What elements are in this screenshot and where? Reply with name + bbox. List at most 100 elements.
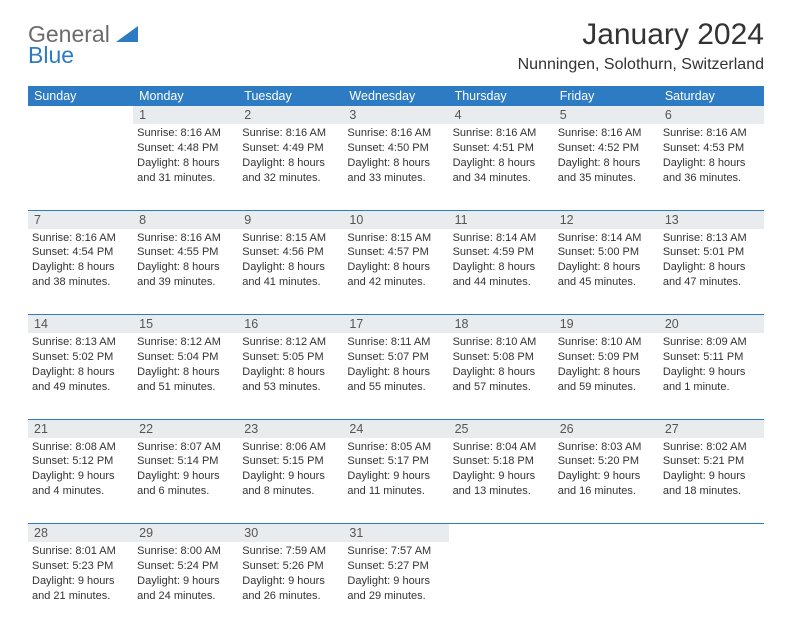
day-number: 10 xyxy=(343,211,448,229)
day-content: Sunrise: 8:08 AMSunset: 5:12 PMDaylight:… xyxy=(28,438,133,503)
day-cell: Sunrise: 8:14 AMSunset: 5:00 PMDaylight:… xyxy=(554,229,659,315)
daynum-row: 21222324252627 xyxy=(28,419,764,438)
day-content: Sunrise: 8:15 AMSunset: 4:57 PMDaylight:… xyxy=(343,229,448,294)
day-content: Sunrise: 8:06 AMSunset: 5:15 PMDaylight:… xyxy=(238,438,343,503)
day-content: Sunrise: 8:00 AMSunset: 5:24 PMDaylight:… xyxy=(133,542,238,607)
day-content: Sunrise: 8:16 AMSunset: 4:50 PMDaylight:… xyxy=(343,124,448,189)
day-content: Sunrise: 8:11 AMSunset: 5:07 PMDaylight:… xyxy=(343,333,448,398)
day-cell: Sunrise: 8:10 AMSunset: 5:08 PMDaylight:… xyxy=(449,333,554,419)
day-number: 28 xyxy=(28,524,133,542)
day-number: 4 xyxy=(449,106,554,124)
weekday-header: Monday xyxy=(133,86,238,106)
day-number: 7 xyxy=(28,211,133,229)
daynum-row: 78910111213 xyxy=(28,210,764,229)
logo-text: General Blue xyxy=(28,24,138,65)
day-number: 20 xyxy=(659,315,764,333)
day-number: 12 xyxy=(554,211,659,229)
day-cell: Sunrise: 8:08 AMSunset: 5:12 PMDaylight:… xyxy=(28,438,133,524)
weekday-header: Friday xyxy=(554,86,659,106)
day-number: 26 xyxy=(554,420,659,438)
day-number: 29 xyxy=(133,524,238,542)
day-number: 1 xyxy=(133,106,238,124)
day-cell: Sunrise: 7:59 AMSunset: 5:26 PMDaylight:… xyxy=(238,542,343,628)
day-cell: Sunrise: 8:16 AMSunset: 4:49 PMDaylight:… xyxy=(238,124,343,210)
day-cell: Sunrise: 8:16 AMSunset: 4:53 PMDaylight:… xyxy=(659,124,764,210)
daynum-row: 14151617181920 xyxy=(28,315,764,334)
day-content: Sunrise: 7:57 AMSunset: 5:27 PMDaylight:… xyxy=(343,542,448,607)
day-cell: Sunrise: 7:57 AMSunset: 5:27 PMDaylight:… xyxy=(343,542,448,628)
day-number: 9 xyxy=(238,211,343,229)
day-content: Sunrise: 8:05 AMSunset: 5:17 PMDaylight:… xyxy=(343,438,448,503)
day-number xyxy=(28,106,133,110)
weekday-header: Saturday xyxy=(659,86,764,106)
day-number: 11 xyxy=(449,211,554,229)
day-cell: Sunrise: 8:14 AMSunset: 4:59 PMDaylight:… xyxy=(449,229,554,315)
weekday-header-row: SundayMondayTuesdayWednesdayThursdayFrid… xyxy=(28,86,764,106)
day-cell: Sunrise: 8:07 AMSunset: 5:14 PMDaylight:… xyxy=(133,438,238,524)
day-cell: Sunrise: 8:06 AMSunset: 5:15 PMDaylight:… xyxy=(238,438,343,524)
day-number: 16 xyxy=(238,315,343,333)
day-number: 31 xyxy=(343,524,448,542)
weekday-header: Sunday xyxy=(28,86,133,106)
day-cell: Sunrise: 8:00 AMSunset: 5:24 PMDaylight:… xyxy=(133,542,238,628)
day-cell: Sunrise: 8:16 AMSunset: 4:52 PMDaylight:… xyxy=(554,124,659,210)
day-cell: Sunrise: 8:11 AMSunset: 5:07 PMDaylight:… xyxy=(343,333,448,419)
day-cell xyxy=(554,542,659,628)
day-number: 3 xyxy=(343,106,448,124)
day-content: Sunrise: 8:07 AMSunset: 5:14 PMDaylight:… xyxy=(133,438,238,503)
day-cell: Sunrise: 8:03 AMSunset: 5:20 PMDaylight:… xyxy=(554,438,659,524)
day-cell: Sunrise: 8:15 AMSunset: 4:56 PMDaylight:… xyxy=(238,229,343,315)
day-cell: Sunrise: 8:12 AMSunset: 5:05 PMDaylight:… xyxy=(238,333,343,419)
location-text: Nunningen, Solothurn, Switzerland xyxy=(518,56,764,74)
weekday-header: Wednesday xyxy=(343,86,448,106)
day-number: 18 xyxy=(449,315,554,333)
day-cell: Sunrise: 8:13 AMSunset: 5:02 PMDaylight:… xyxy=(28,333,133,419)
day-content: Sunrise: 8:04 AMSunset: 5:18 PMDaylight:… xyxy=(449,438,554,503)
day-content xyxy=(659,542,764,548)
day-content: Sunrise: 8:14 AMSunset: 4:59 PMDaylight:… xyxy=(449,229,554,294)
day-cell: Sunrise: 8:09 AMSunset: 5:11 PMDaylight:… xyxy=(659,333,764,419)
title-block: January 2024 Nunningen, Solothurn, Switz… xyxy=(518,18,764,74)
week-row: Sunrise: 8:01 AMSunset: 5:23 PMDaylight:… xyxy=(28,542,764,628)
day-cell: Sunrise: 8:16 AMSunset: 4:55 PMDaylight:… xyxy=(133,229,238,315)
day-content: Sunrise: 8:10 AMSunset: 5:09 PMDaylight:… xyxy=(554,333,659,398)
day-content: Sunrise: 8:01 AMSunset: 5:23 PMDaylight:… xyxy=(28,542,133,607)
day-number: 25 xyxy=(449,420,554,438)
day-number: 21 xyxy=(28,420,133,438)
week-row: Sunrise: 8:13 AMSunset: 5:02 PMDaylight:… xyxy=(28,333,764,419)
day-content: Sunrise: 8:13 AMSunset: 5:01 PMDaylight:… xyxy=(659,229,764,294)
day-content xyxy=(554,542,659,548)
day-number: 24 xyxy=(343,420,448,438)
daynum-row: 28293031 xyxy=(28,524,764,543)
daynum-row: 123456 xyxy=(28,106,764,124)
day-content: Sunrise: 8:16 AMSunset: 4:55 PMDaylight:… xyxy=(133,229,238,294)
week-row: Sunrise: 8:08 AMSunset: 5:12 PMDaylight:… xyxy=(28,438,764,524)
day-cell: Sunrise: 8:10 AMSunset: 5:09 PMDaylight:… xyxy=(554,333,659,419)
calendar-table: SundayMondayTuesdayWednesdayThursdayFrid… xyxy=(28,86,764,628)
day-content: Sunrise: 7:59 AMSunset: 5:26 PMDaylight:… xyxy=(238,542,343,607)
day-cell: Sunrise: 8:13 AMSunset: 5:01 PMDaylight:… xyxy=(659,229,764,315)
day-content: Sunrise: 8:02 AMSunset: 5:21 PMDaylight:… xyxy=(659,438,764,503)
day-content: Sunrise: 8:16 AMSunset: 4:51 PMDaylight:… xyxy=(449,124,554,189)
day-number: 6 xyxy=(659,106,764,124)
week-row: Sunrise: 8:16 AMSunset: 4:54 PMDaylight:… xyxy=(28,229,764,315)
day-content: Sunrise: 8:16 AMSunset: 4:53 PMDaylight:… xyxy=(659,124,764,189)
day-number: 5 xyxy=(554,106,659,124)
day-number: 13 xyxy=(659,211,764,229)
day-content xyxy=(449,542,554,548)
day-number xyxy=(449,524,554,528)
day-content: Sunrise: 8:16 AMSunset: 4:54 PMDaylight:… xyxy=(28,229,133,294)
day-cell: Sunrise: 8:12 AMSunset: 5:04 PMDaylight:… xyxy=(133,333,238,419)
day-number xyxy=(659,524,764,528)
day-content: Sunrise: 8:15 AMSunset: 4:56 PMDaylight:… xyxy=(238,229,343,294)
day-number xyxy=(554,524,659,528)
day-number: 27 xyxy=(659,420,764,438)
logo-word-2: Blue xyxy=(28,42,74,68)
day-cell: Sunrise: 8:16 AMSunset: 4:51 PMDaylight:… xyxy=(449,124,554,210)
day-content: Sunrise: 8:12 AMSunset: 5:05 PMDaylight:… xyxy=(238,333,343,398)
day-content: Sunrise: 8:16 AMSunset: 4:52 PMDaylight:… xyxy=(554,124,659,189)
brand-logo: General Blue xyxy=(28,18,138,65)
day-content: Sunrise: 8:09 AMSunset: 5:11 PMDaylight:… xyxy=(659,333,764,398)
day-number: 22 xyxy=(133,420,238,438)
week-row: Sunrise: 8:16 AMSunset: 4:48 PMDaylight:… xyxy=(28,124,764,210)
